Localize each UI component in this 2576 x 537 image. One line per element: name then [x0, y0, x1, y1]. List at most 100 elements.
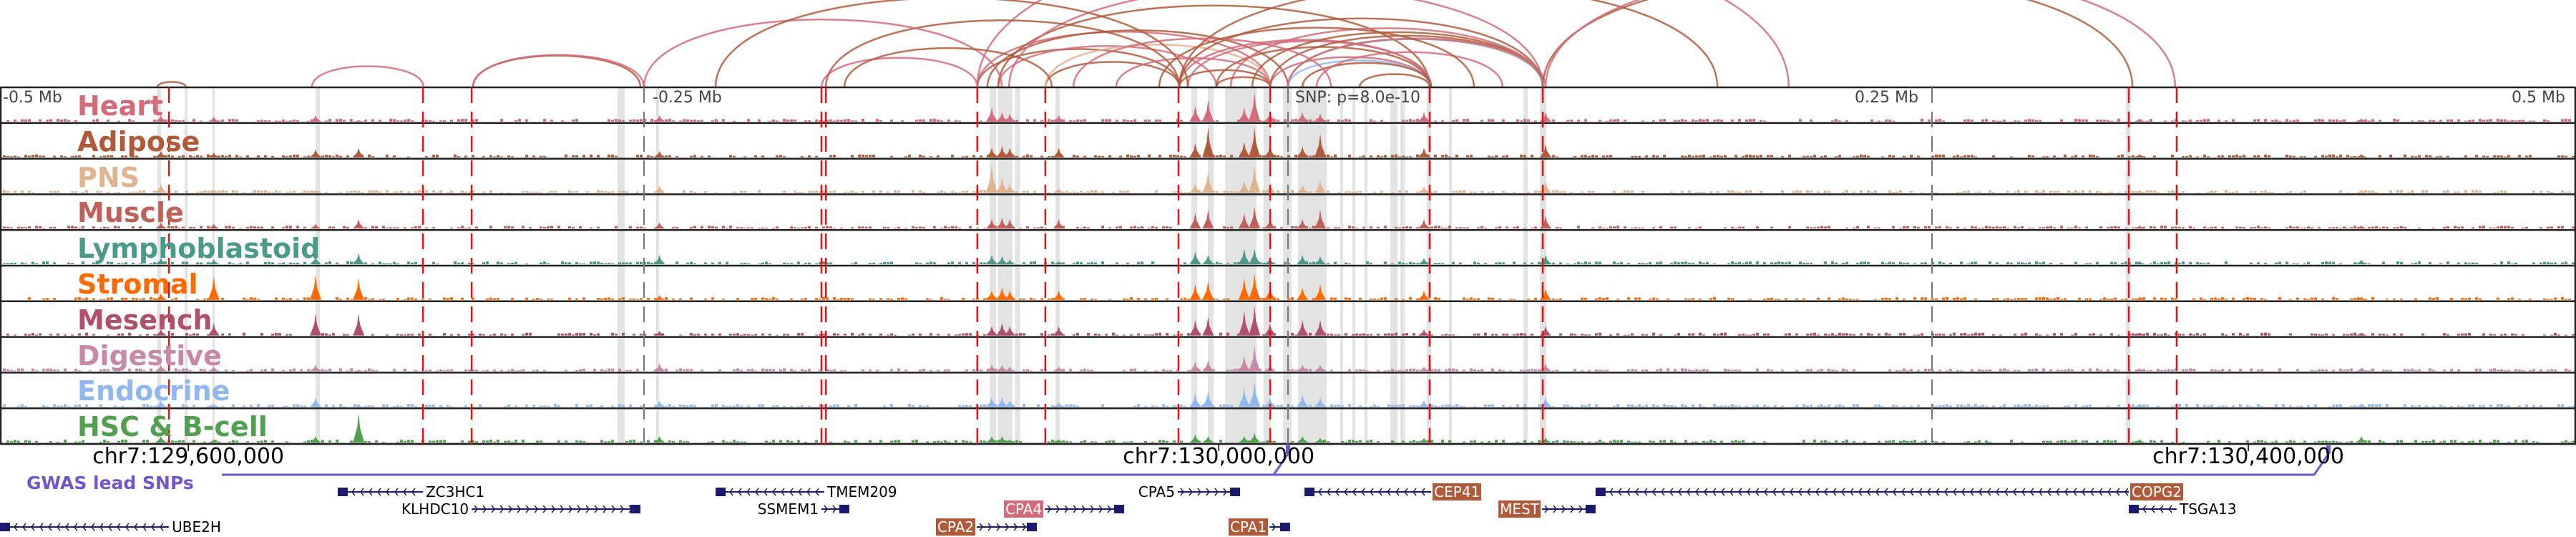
signal-peak	[1249, 346, 1261, 372]
gene-cpa1[interactable]	[1269, 523, 1290, 531]
gene-klhdc10[interactable]	[472, 505, 640, 513]
signal-peak	[208, 403, 220, 407]
strand-arrow-icon	[74, 523, 78, 531]
signal-peak	[1418, 186, 1430, 193]
gene-tmem209[interactable]	[716, 488, 824, 496]
strand-arrow-icon	[108, 523, 112, 531]
signal-peak	[155, 115, 167, 122]
signal-peak	[1053, 115, 1065, 122]
strand-arrow-icon	[48, 523, 52, 531]
strand-arrow-icon	[542, 505, 547, 513]
signal-peak	[310, 115, 321, 122]
gene-label[interactable]: CPA1	[1228, 518, 1269, 536]
signal-peak	[310, 256, 321, 264]
ruler-label-right-mid: 0.25 Mb	[1855, 89, 1918, 107]
gwas-snp-marker[interactable]	[2326, 445, 2331, 454]
track-label: Stromal	[77, 268, 198, 300]
signal-peak	[1314, 113, 1326, 122]
signal-peak	[208, 190, 220, 193]
snp-pvalue-label: SNP: p=8.0e-10	[1295, 89, 1420, 107]
strand-arrow-icon	[1720, 488, 1725, 496]
signal-peak	[208, 366, 220, 372]
gene-cpa2[interactable]	[977, 523, 1037, 531]
strand-arrow-icon	[1686, 488, 1691, 496]
track-label: Heart	[77, 90, 164, 122]
strand-arrow-icon	[2124, 488, 2129, 496]
signal-peak	[996, 436, 1008, 442]
signal-peak	[986, 147, 997, 158]
gene-ssmem1[interactable]	[821, 505, 849, 513]
strand-arrow-icon	[763, 488, 768, 496]
gene-copg2[interactable]	[1595, 488, 2129, 496]
strand-arrow-icon	[806, 488, 811, 496]
signal-peak	[1297, 364, 1309, 372]
gene-label[interactable]: COPG2	[2130, 483, 2184, 500]
gene-mest[interactable]	[1541, 505, 1596, 513]
signal-peak	[1418, 400, 1430, 407]
strand-arrow-icon	[1746, 488, 1751, 496]
signal-peak	[996, 364, 1008, 372]
signal-peak	[2134, 403, 2146, 407]
signal-peak	[1202, 436, 1214, 442]
strand-arrow-icon	[385, 488, 390, 496]
strand-arrow-icon	[491, 505, 496, 513]
signal-track-endocrine	[3, 382, 2575, 407]
signal-peak	[1053, 219, 1065, 229]
signal-peak	[155, 294, 167, 300]
signal-peak	[1249, 273, 1261, 300]
strand-arrow-icon	[1421, 488, 1425, 496]
gene-label[interactable]: CPA4	[1004, 500, 1044, 518]
track-label: Adipose	[77, 125, 200, 158]
strand-arrow-icon	[2021, 488, 2026, 496]
gene-ube2h[interactable]	[0, 523, 170, 531]
signal-peak	[155, 258, 167, 264]
signal-peak	[1189, 183, 1201, 193]
strand-arrow-icon	[729, 488, 733, 496]
signal-peak	[1238, 387, 1250, 407]
strand-arrow-icon	[14, 523, 18, 531]
strand-arrow-icon	[1909, 488, 1914, 496]
track-label: PNS	[77, 161, 140, 193]
signal-peak	[986, 436, 997, 442]
signal-peak	[1540, 216, 1551, 229]
gene-label[interactable]: CPA5	[1138, 483, 1175, 500]
gene-label[interactable]: CEP41	[1433, 483, 1482, 500]
chromatin-loop-arc	[976, 48, 1181, 87]
chromatin-loop-arc	[1186, 40, 1433, 87]
signal-peak	[1053, 366, 1065, 372]
signal-peak	[1418, 329, 1430, 336]
strand-arrow-icon	[1935, 488, 1940, 496]
gene-label[interactable]: ZC3HC1	[426, 483, 485, 500]
gene-cpa5[interactable]	[1177, 488, 1241, 496]
strand-arrow-icon	[1883, 488, 1888, 496]
signal-peak	[353, 253, 365, 264]
gene-label[interactable]: TSGA13	[2180, 500, 2237, 518]
gene-cep41[interactable]	[1304, 488, 1432, 496]
signal-peak	[1004, 113, 1016, 122]
strand-arrow-icon	[1344, 488, 1348, 496]
signal-peak	[2134, 332, 2146, 336]
signal-peak	[1053, 147, 1065, 158]
strand-arrow-icon	[1395, 488, 1400, 496]
gene-label[interactable]: UBE2H	[172, 518, 221, 536]
strand-arrow-icon	[738, 488, 742, 496]
signal-peak	[986, 164, 997, 193]
gene-label[interactable]: KLHDC10	[401, 500, 469, 518]
gene-cpa4[interactable]	[1045, 505, 1125, 513]
gene-zc3hc1[interactable]	[337, 488, 424, 496]
gene-label[interactable]: SSMEM1	[757, 500, 819, 518]
gene-tsga13[interactable]	[2129, 505, 2177, 513]
gene-label[interactable]: MEST	[1498, 500, 1541, 518]
gene-exon	[1585, 505, 1596, 513]
gene-label[interactable]: TMEM209	[827, 483, 897, 500]
signal-peak	[2356, 190, 2368, 193]
strand-arrow-icon	[789, 488, 794, 496]
gene-label[interactable]: CPA2	[935, 518, 976, 536]
strand-arrow-icon	[2055, 488, 2060, 496]
signal-peak	[155, 150, 167, 158]
signal-peak	[1238, 436, 1250, 442]
gwas-snp-marker[interactable]	[1286, 445, 1290, 454]
signal-peak	[353, 147, 365, 158]
